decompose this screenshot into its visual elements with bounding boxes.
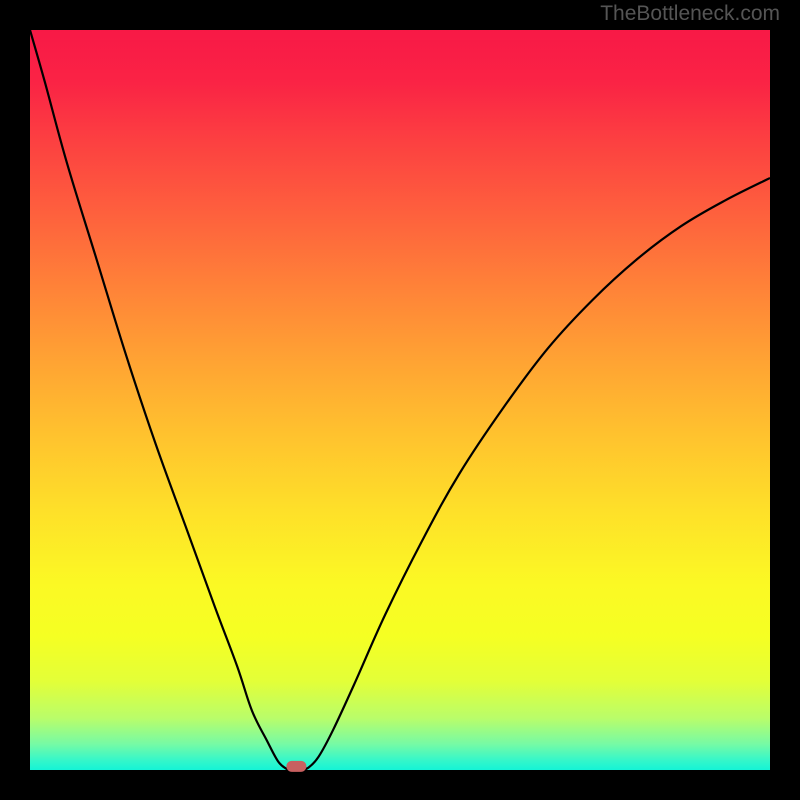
- watermark-text: TheBottleneck.com: [600, 2, 780, 26]
- bottleneck-marker: [287, 761, 306, 771]
- bottleneck-curve: [30, 30, 770, 770]
- plot-area: [30, 30, 770, 770]
